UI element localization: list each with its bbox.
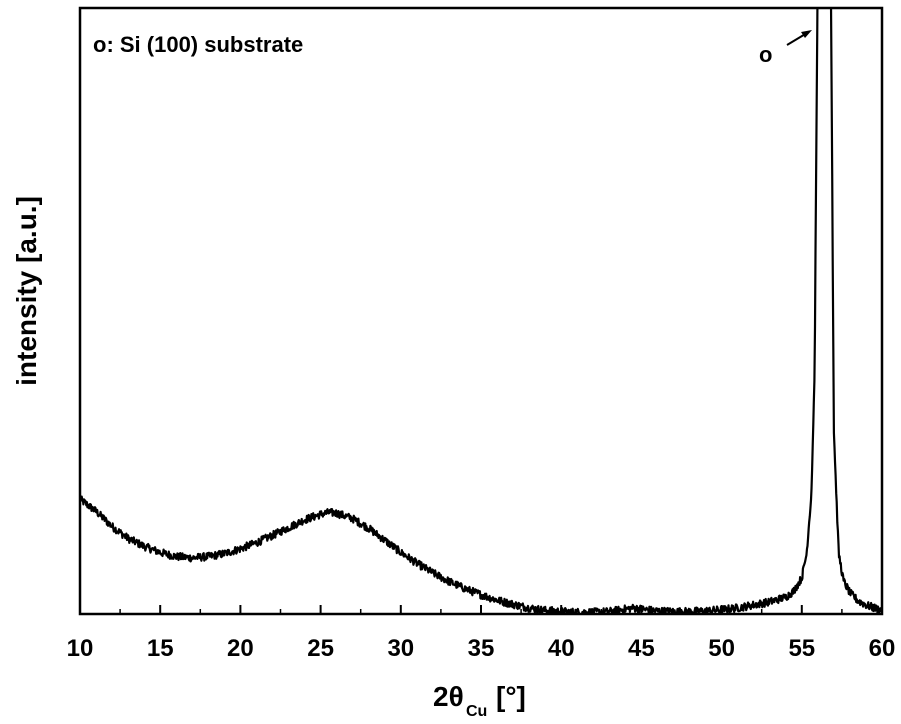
x-axis-title-main: 2θ	[433, 681, 464, 712]
x-tick-label: 20	[227, 635, 254, 662]
x-axis-title-unit: [°]	[496, 681, 526, 712]
peak-marker-arrowhead	[801, 30, 812, 38]
y-axis-title: intensity [a.u.]	[11, 196, 42, 386]
legend-annotation: o: Si (100) substrate	[93, 32, 303, 57]
x-tick-label: 30	[387, 635, 414, 662]
x-axis-title: 2θ Cu [°]	[433, 681, 526, 720]
x-tick-label: 15	[147, 635, 174, 662]
x-tick-label: 35	[468, 635, 495, 662]
x-axis-tick-labels: 10 15 20 25 30 35 40 45 50 55 60	[67, 635, 896, 662]
x-axis-title-subscript: Cu	[466, 703, 487, 720]
x-tick-label: 10	[67, 635, 94, 662]
series-line	[80, 8, 882, 614]
peak-marker-label: o	[759, 42, 772, 67]
plot-frame	[78, 6, 884, 616]
x-tick-label: 25	[307, 635, 334, 662]
x-tick-label: 50	[708, 635, 735, 662]
x-tick-label: 55	[788, 635, 815, 662]
x-tick-label: 40	[548, 635, 575, 662]
x-tick-label: 45	[628, 635, 655, 662]
x-tick-label: 60	[869, 635, 896, 662]
